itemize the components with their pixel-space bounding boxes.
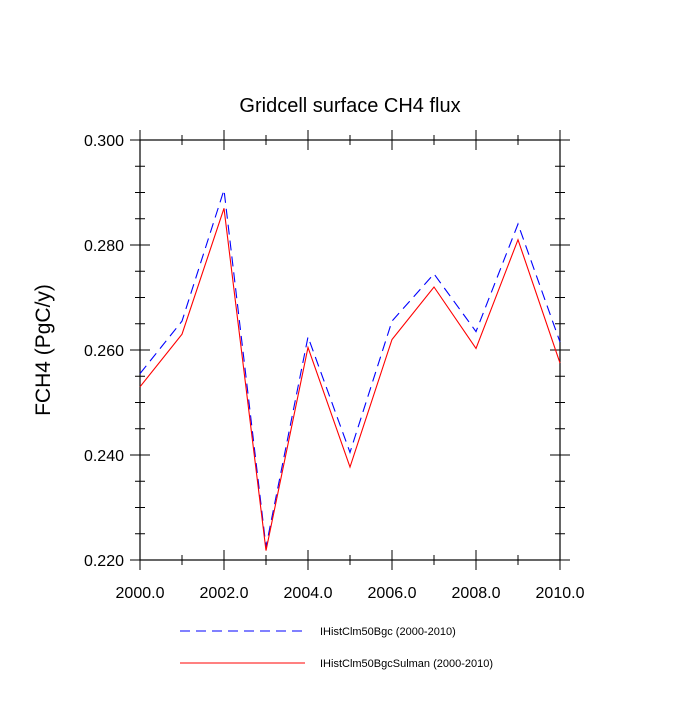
- y-tick-label: 0.280: [84, 238, 124, 255]
- y-tick-label: 0.260: [84, 343, 124, 360]
- legend: IHistClm50Bgc (2000-2010) IHistClm50BgcSu…: [180, 626, 493, 670]
- x-tick-label: 2004.0: [284, 585, 333, 602]
- x-tick-label: 2010.0: [536, 585, 585, 602]
- plot-frame: [139, 139, 561, 561]
- y-axis-title: FCH4 (PgC/y): [32, 284, 55, 416]
- x-tick-label: 2006.0: [368, 585, 417, 602]
- x-tick-label: 2008.0: [452, 585, 501, 602]
- series-line-2: [139, 208, 561, 551]
- legend-label-2: IHistClm50BgcSulman (2000-2010): [320, 658, 493, 670]
- plot-area: 2000.0 2002.0 2004.0 2006.0 2008.0 2010.0 0.22…: [84, 130, 585, 602]
- y-tick-label: 0.220: [84, 553, 124, 570]
- series-line-1: [139, 189, 561, 548]
- chart-title: Gridcell surface CH4 flux: [239, 95, 460, 117]
- x-tick-label: 2002.0: [200, 585, 249, 602]
- y-tick-label: 0.240: [84, 448, 124, 465]
- x-tick-label: 2000.0: [116, 585, 165, 602]
- y-tick-label: 0.300: [84, 133, 124, 150]
- legend-label-1: IHistClm50Bgc (2000-2010): [320, 626, 456, 638]
